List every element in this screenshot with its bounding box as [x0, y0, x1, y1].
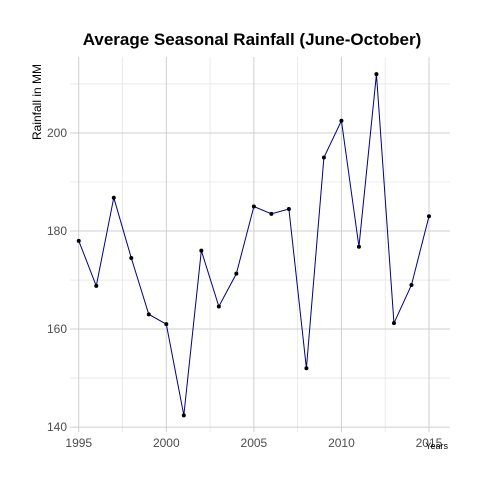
rainfall-data-point — [286, 206, 291, 211]
rainfall-data-point — [234, 271, 239, 276]
rainfall-data-point — [76, 238, 81, 243]
rainfall-data-point — [356, 244, 361, 249]
rainfall-data-point — [304, 366, 309, 371]
rainfall-data-point — [181, 413, 186, 418]
rainfall-data-point — [129, 255, 134, 260]
rainfall-data-point — [146, 312, 151, 317]
rainfall-data-point — [391, 321, 396, 326]
rainfall-data-point — [374, 72, 379, 77]
y-tick-label: 180 — [47, 224, 67, 238]
rainfall-data-point — [426, 214, 431, 219]
y-axis-label: Rainfall in MM — [30, 64, 44, 140]
y-tick-label: 140 — [47, 420, 67, 434]
rainfall-data-point — [409, 282, 414, 287]
rainfall-data-point — [251, 204, 256, 209]
x-tick-label: 2000 — [153, 436, 180, 450]
rainfall-series — [76, 72, 431, 418]
rainfall-data-point — [269, 211, 274, 216]
rainfall-data-point — [321, 155, 326, 160]
x-tick-label: 1995 — [65, 436, 92, 450]
x-tick-label: 2005 — [241, 436, 268, 450]
y-tick-label: 160 — [47, 322, 67, 336]
tick-labels: 1995 2000 2005 2010 2015 140 160 180 200 — [47, 126, 443, 450]
y-tick-label: 200 — [47, 126, 67, 140]
rainfall-data-point — [199, 248, 204, 253]
rainfall-data-point — [216, 304, 221, 309]
rainfall-data-point — [164, 322, 169, 327]
x-axis-label: Years — [425, 441, 448, 451]
x-tick-label: 2015 — [416, 436, 443, 450]
chart-title: Average Seasonal Rainfall (June-October) — [83, 30, 422, 49]
rainfall-data-point — [111, 195, 116, 200]
rainfall-data-point — [94, 283, 99, 288]
x-tick-label: 2010 — [328, 436, 355, 450]
rainfall-data-point — [339, 118, 344, 123]
